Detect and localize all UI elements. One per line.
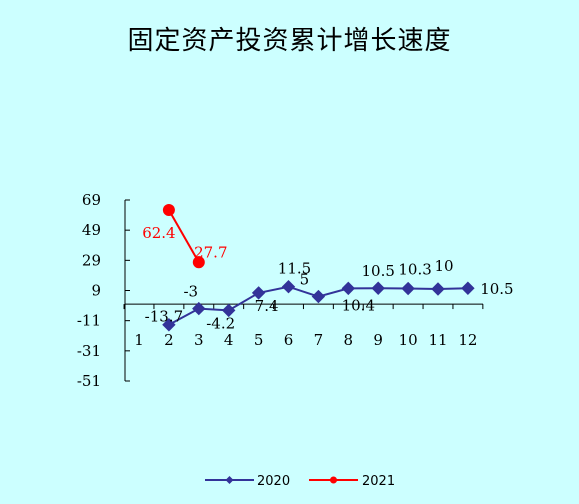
data-label-2020: -3 bbox=[183, 283, 198, 301]
x-tick-label: 3 bbox=[194, 331, 204, 349]
data-point-2020 bbox=[431, 282, 445, 296]
chart-title: 固定资产投资累计增长速度 bbox=[127, 26, 452, 56]
series-line-2021 bbox=[168, 209, 200, 263]
x-tick-label: 11 bbox=[428, 331, 447, 349]
data-label-2020: -13.7 bbox=[145, 308, 183, 326]
data-point-2020 bbox=[251, 286, 266, 300]
data-label-2020: 5 bbox=[300, 271, 310, 289]
data-label-2020: 10.5 bbox=[361, 262, 394, 280]
data-point-2020 bbox=[371, 281, 385, 295]
data-point-2020 bbox=[162, 318, 176, 332]
x-tick-label: 6 bbox=[284, 331, 294, 349]
data-label-2021: 62.4 bbox=[142, 224, 175, 242]
legend-marker-2021 bbox=[330, 476, 337, 484]
y-tick-label: 49 bbox=[82, 221, 101, 239]
legend-label-2021: 2021 bbox=[362, 474, 395, 489]
data-label-2020: 7.4 bbox=[255, 297, 279, 315]
x-tick-label: 7 bbox=[314, 331, 324, 349]
x-tick-label: 1 bbox=[134, 331, 144, 349]
data-label-2020: 11.5 bbox=[278, 260, 311, 278]
data-label-2020: 10.5 bbox=[480, 280, 513, 298]
x-tick-label: 9 bbox=[373, 331, 383, 349]
legend-label-2020: 2020 bbox=[257, 474, 290, 489]
data-point-2021 bbox=[192, 256, 205, 269]
x-tick-label: 12 bbox=[458, 331, 477, 349]
x-tick-label: 8 bbox=[344, 331, 354, 349]
data-label-2020: -4.2 bbox=[206, 314, 235, 332]
data-point-2020 bbox=[341, 281, 356, 296]
data-point-2020 bbox=[311, 289, 326, 304]
x-tick-label: 4 bbox=[224, 331, 234, 349]
y-tick-label: -11 bbox=[77, 312, 101, 330]
data-point-2020 bbox=[461, 281, 475, 295]
data-label-2021: 27.7 bbox=[194, 243, 227, 261]
y-tick-label: 9 bbox=[91, 282, 101, 300]
data-label-2020: 10 bbox=[434, 257, 453, 275]
y-tick-label: 29 bbox=[82, 251, 101, 269]
x-tick-label: 2 bbox=[164, 331, 174, 349]
data-point-2020 bbox=[221, 303, 236, 318]
data-point-2020 bbox=[401, 281, 415, 296]
x-tick-label: 5 bbox=[254, 331, 264, 349]
y-tick-label: -31 bbox=[77, 342, 101, 360]
data-label-2020: 10.4 bbox=[342, 296, 375, 314]
y-tick-label: -51 bbox=[77, 372, 101, 390]
y-tick-label: 69 bbox=[82, 191, 101, 209]
data-point-2020 bbox=[192, 301, 206, 316]
data-point-2021 bbox=[162, 203, 175, 216]
data-label-2020: 10.3 bbox=[398, 261, 431, 279]
x-tick-label: 10 bbox=[399, 331, 418, 349]
legend-marker-2020 bbox=[225, 476, 234, 484]
data-point-2020 bbox=[281, 280, 296, 294]
